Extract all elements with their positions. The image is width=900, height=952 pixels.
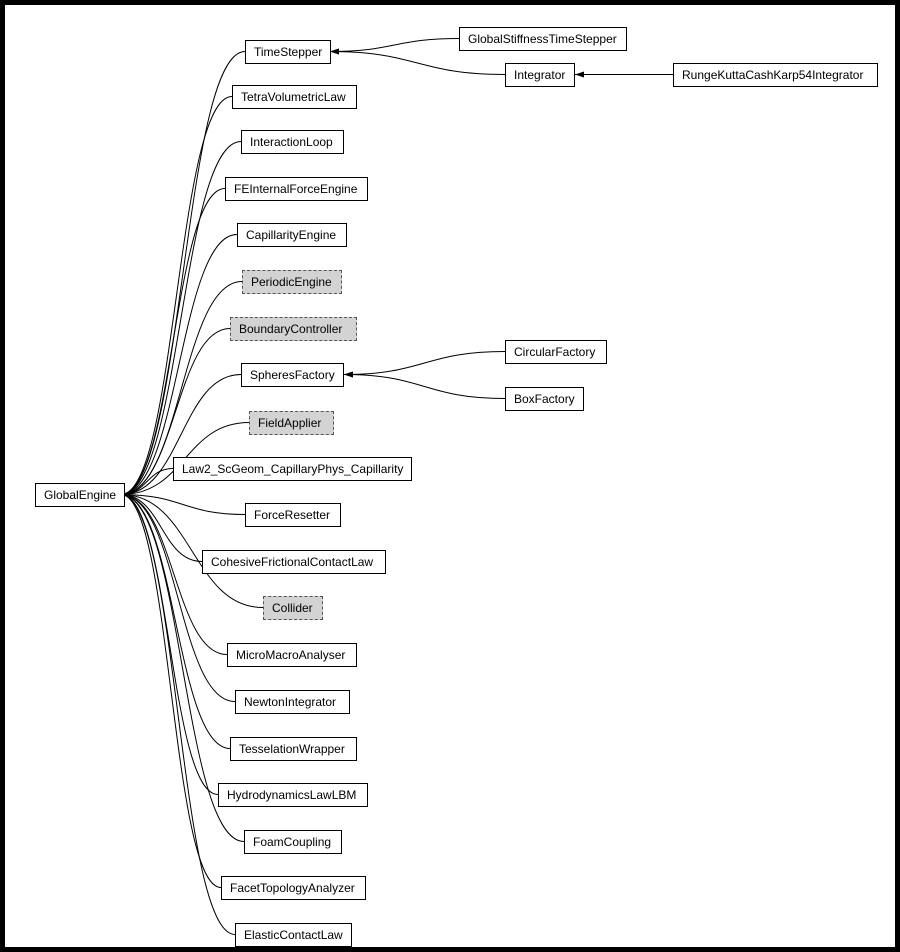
edge-Law2_ScGeom_CapillaryPhys_Capillarity-GlobalEngine	[121, 469, 173, 495]
edge-BoxFactory-SpheresFactory	[344, 375, 505, 399]
node-SpheresFactory: SpheresFactory	[241, 363, 344, 387]
edge-NewtonIntegrator-GlobalEngine	[121, 495, 235, 702]
edge-MicroMacroAnalyser-GlobalEngine	[121, 495, 227, 655]
edge-GlobalStiffnessTimeStepper-TimeStepper	[330, 39, 459, 52]
edge-CircularFactory-SpheresFactory	[344, 352, 505, 375]
node-Integrator: Integrator	[505, 63, 575, 87]
node-NewtonIntegrator: NewtonIntegrator	[235, 690, 350, 714]
node-RungeKuttaCashKarp54Integrator: RungeKuttaCashKarp54Integrator	[673, 63, 878, 87]
node-InteractionLoop: InteractionLoop	[241, 130, 344, 154]
node-TesselationWrapper: TesselationWrapper	[230, 737, 357, 761]
node-TetraVolumetricLaw: TetraVolumetricLaw	[232, 85, 357, 109]
node-BoundaryController: BoundaryController	[230, 317, 357, 341]
node-HydrodynamicsLawLBM: HydrodynamicsLawLBM	[218, 783, 368, 807]
node-GlobalStiffnessTimeStepper: GlobalStiffnessTimeStepper	[459, 27, 627, 51]
node-CohesiveFrictionalContactLaw: CohesiveFrictionalContactLaw	[202, 550, 386, 574]
node-TimeStepper: TimeStepper	[245, 40, 331, 64]
diagram-container: GlobalEngine TimeStepper GlobalStiffnessTi…	[0, 0, 900, 952]
edge-TimeStepper-GlobalEngine	[121, 52, 245, 495]
edge-FEInternalForceEngine-GlobalEngine	[121, 189, 225, 495]
edges-layer	[5, 5, 895, 947]
node-BoxFactory: BoxFactory	[505, 387, 584, 411]
node-CircularFactory: CircularFactory	[505, 340, 607, 364]
node-CapillarityEngine: CapillarityEngine	[237, 223, 347, 247]
node-Collider: Collider	[263, 596, 323, 620]
node-ElasticContactLaw: ElasticContactLaw	[235, 923, 352, 947]
edge-TetraVolumetricLaw-GlobalEngine	[121, 97, 232, 495]
edge-InteractionLoop-GlobalEngine	[121, 142, 241, 495]
node-Law2_ScGeom_CapillaryPhys_Capillarity: Law2_ScGeom_CapillaryPhys_Capillarity	[173, 457, 412, 481]
edge-ForceResetter-GlobalEngine	[121, 495, 245, 515]
edge-TesselationWrapper-GlobalEngine	[121, 495, 230, 749]
edge-Integrator-TimeStepper	[330, 52, 505, 75]
node-PeriodicEngine: PeriodicEngine	[242, 270, 342, 294]
edge-CohesiveFrictionalContactLaw-GlobalEngine	[121, 495, 202, 562]
node-FEInternalForceEngine: FEInternalForceEngine	[225, 177, 368, 201]
edge-CapillarityEngine-GlobalEngine	[121, 235, 237, 495]
edge-HydrodynamicsLawLBM-GlobalEngine	[121, 495, 218, 795]
node-ForceResetter: ForceResetter	[245, 503, 341, 527]
node-MicroMacroAnalyser: MicroMacroAnalyser	[227, 643, 357, 667]
node-FoamCoupling: FoamCoupling	[244, 830, 342, 854]
node-FacetTopologyAnalyzer: FacetTopologyAnalyzer	[221, 876, 366, 900]
node-FieldApplier: FieldApplier	[249, 411, 334, 435]
node-GlobalEngine: GlobalEngine	[35, 483, 125, 507]
